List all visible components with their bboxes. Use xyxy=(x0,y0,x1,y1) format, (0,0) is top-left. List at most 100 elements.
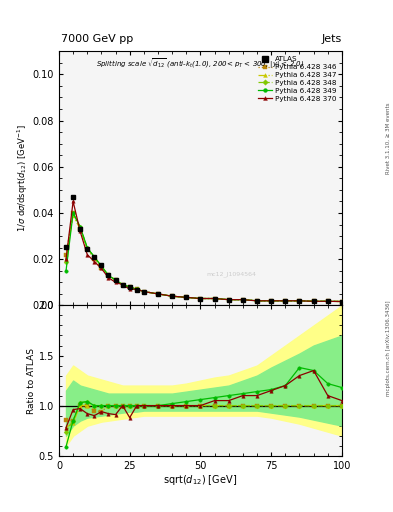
Text: mc12_J1094564: mc12_J1094564 xyxy=(206,271,256,276)
Pythia 6.428 349 xyxy=(127,284,132,290)
Pythia 6.428 370 xyxy=(64,256,68,262)
Pythia 6.428 346 xyxy=(78,226,83,232)
Pythia 6.428 370 xyxy=(99,265,104,271)
Pythia 6.428 347 xyxy=(99,263,104,269)
Pythia 6.428 347 xyxy=(92,254,97,260)
Pythia 6.428 347 xyxy=(127,284,132,290)
Pythia 6.428 346 xyxy=(184,294,189,301)
Pythia 6.428 348 xyxy=(64,259,68,265)
ATLAS xyxy=(226,296,231,303)
ATLAS xyxy=(184,294,189,301)
Text: Jets: Jets xyxy=(321,33,342,44)
ATLAS xyxy=(92,254,97,260)
Line: Pythia 6.428 370: Pythia 6.428 370 xyxy=(64,200,343,303)
Pythia 6.428 348 xyxy=(283,298,288,304)
Pythia 6.428 346 xyxy=(85,246,90,252)
ATLAS xyxy=(85,246,90,252)
Pythia 6.428 347 xyxy=(241,296,245,303)
Pythia 6.428 347 xyxy=(64,256,68,262)
Pythia 6.428 349 xyxy=(269,298,274,304)
Legend: ATLAS, Pythia 6.428 346, Pythia 6.428 347, Pythia 6.428 348, Pythia 6.428 349, P: ATLAS, Pythia 6.428 346, Pythia 6.428 34… xyxy=(257,55,338,103)
Pythia 6.428 370 xyxy=(297,298,302,304)
Text: Rivet 3.1.10, ≥ 3M events: Rivet 3.1.10, ≥ 3M events xyxy=(386,102,391,174)
Pythia 6.428 349 xyxy=(297,298,302,304)
Pythia 6.428 348 xyxy=(106,272,111,279)
Pythia 6.428 349 xyxy=(71,210,75,216)
Pythia 6.428 349 xyxy=(241,296,245,303)
Pythia 6.428 348 xyxy=(120,282,125,288)
Text: mcplots.cern.ch [arXiv:1306.3436]: mcplots.cern.ch [arXiv:1306.3436] xyxy=(386,301,391,396)
Pythia 6.428 347 xyxy=(269,298,274,304)
Pythia 6.428 346 xyxy=(297,298,302,304)
Pythia 6.428 349 xyxy=(198,295,203,302)
Pythia 6.428 346 xyxy=(71,210,75,216)
Pythia 6.428 370 xyxy=(241,296,245,303)
Pythia 6.428 349 xyxy=(141,288,146,294)
Pythia 6.428 370 xyxy=(127,286,132,292)
Pythia 6.428 348 xyxy=(198,295,203,302)
ATLAS xyxy=(241,296,245,303)
Pythia 6.428 370 xyxy=(170,293,174,300)
ATLAS xyxy=(78,226,83,232)
ATLAS xyxy=(311,298,316,304)
Pythia 6.428 347 xyxy=(113,277,118,283)
ATLAS xyxy=(141,288,146,294)
Pythia 6.428 370 xyxy=(340,298,344,305)
Pythia 6.428 349 xyxy=(99,263,104,269)
Pythia 6.428 346 xyxy=(92,256,97,262)
Pythia 6.428 348 xyxy=(212,295,217,302)
Line: Pythia 6.428 349: Pythia 6.428 349 xyxy=(64,211,343,303)
Pythia 6.428 346 xyxy=(170,293,174,300)
ATLAS xyxy=(297,298,302,304)
Pythia 6.428 347 xyxy=(170,293,174,300)
Pythia 6.428 370 xyxy=(120,282,125,288)
Pythia 6.428 347 xyxy=(255,298,259,304)
Pythia 6.428 349 xyxy=(92,254,97,260)
Pythia 6.428 346 xyxy=(113,277,118,283)
ATLAS xyxy=(64,243,68,249)
Pythia 6.428 349 xyxy=(311,298,316,304)
Pythia 6.428 370 xyxy=(212,295,217,302)
Pythia 6.428 347 xyxy=(141,288,146,294)
Pythia 6.428 346 xyxy=(64,251,68,258)
Pythia 6.428 349 xyxy=(325,298,330,304)
Pythia 6.428 346 xyxy=(212,295,217,302)
Pythia 6.428 346 xyxy=(269,298,274,304)
ATLAS xyxy=(113,277,118,283)
Pythia 6.428 346 xyxy=(226,296,231,303)
Line: ATLAS: ATLAS xyxy=(64,195,344,304)
Pythia 6.428 349 xyxy=(255,298,259,304)
Pythia 6.428 349 xyxy=(226,296,231,303)
Pythia 6.428 370 xyxy=(269,298,274,304)
ATLAS xyxy=(198,295,203,302)
Pythia 6.428 347 xyxy=(311,298,316,304)
Pythia 6.428 346 xyxy=(283,298,288,304)
Pythia 6.428 370 xyxy=(85,251,90,258)
Text: Splitting scale $\sqrt{d_{12}}$ (anti-$k_t$(1.0), 200< $p_T$ < 300, |y| < 2.0): Splitting scale $\sqrt{d_{12}}$ (anti-$k… xyxy=(96,56,305,71)
ATLAS xyxy=(170,293,174,300)
Pythia 6.428 346 xyxy=(99,265,104,271)
Pythia 6.428 348 xyxy=(255,298,259,304)
Pythia 6.428 349 xyxy=(120,282,125,288)
Pythia 6.428 370 xyxy=(134,286,139,292)
Pythia 6.428 349 xyxy=(78,224,83,230)
Pythia 6.428 349 xyxy=(64,268,68,274)
Pythia 6.428 349 xyxy=(134,286,139,292)
Pythia 6.428 346 xyxy=(106,272,111,279)
ATLAS xyxy=(106,272,111,279)
Pythia 6.428 348 xyxy=(134,286,139,292)
Pythia 6.428 348 xyxy=(170,293,174,300)
Pythia 6.428 348 xyxy=(311,298,316,304)
Pythia 6.428 349 xyxy=(113,277,118,283)
Pythia 6.428 348 xyxy=(156,291,160,297)
Pythia 6.428 346 xyxy=(127,284,132,290)
Y-axis label: 1/$\sigma$ d$\sigma$/dsqrt($d_{12}$) [GeV$^{-1}$]: 1/$\sigma$ d$\sigma$/dsqrt($d_{12}$) [Ge… xyxy=(15,124,30,232)
Pythia 6.428 349 xyxy=(85,245,90,251)
Pythia 6.428 348 xyxy=(141,288,146,294)
Pythia 6.428 347 xyxy=(156,291,160,297)
ATLAS xyxy=(71,194,75,200)
Pythia 6.428 348 xyxy=(297,298,302,304)
Pythia 6.428 348 xyxy=(99,263,104,269)
Pythia 6.428 346 xyxy=(255,298,259,304)
Pythia 6.428 348 xyxy=(325,298,330,304)
